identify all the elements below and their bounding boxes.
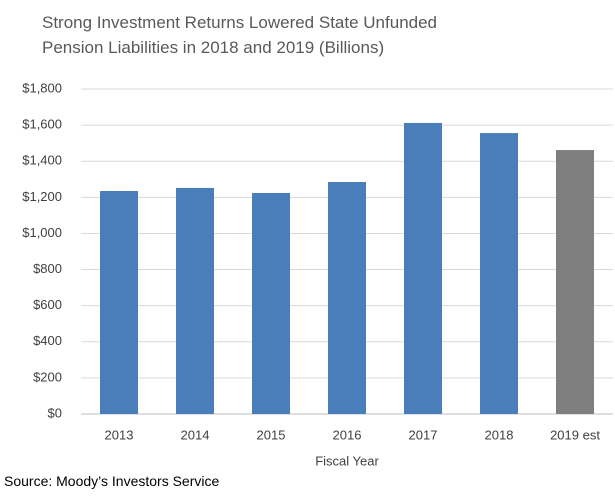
bar: [556, 150, 594, 414]
bar: [252, 193, 290, 414]
x-tick-label: 2014: [181, 427, 210, 442]
bar: [480, 133, 518, 415]
y-tick-label: $1,200: [22, 189, 62, 204]
y-tick-label: $200: [33, 369, 62, 384]
x-tick-label: 2019 est: [550, 427, 600, 442]
y-tick-label: $400: [33, 333, 62, 348]
x-tick-label: 2013: [105, 427, 134, 442]
y-tick-label: $1,000: [22, 225, 62, 240]
x-tick-label: 2016: [333, 427, 362, 442]
chart-title: Strong Investment Returns Lowered State …: [42, 13, 438, 57]
y-tick-label: $1,400: [22, 153, 62, 168]
x-tick-label: 2018: [485, 427, 514, 442]
y-tick-label: $600: [33, 297, 62, 312]
x-axis-label: Fiscal Year: [315, 453, 379, 468]
x-tick-label: 2015: [257, 427, 286, 442]
y-tick-label: $1,600: [22, 117, 62, 132]
bar: [328, 181, 366, 414]
bar: [100, 191, 138, 414]
y-tick-label: $800: [33, 261, 62, 276]
bar: [404, 122, 442, 414]
bar: [176, 187, 214, 414]
y-tick-label: $1,800: [22, 80, 62, 95]
source-note: Source: Moody’s Investors Service: [4, 473, 220, 489]
y-tick-label: $0: [48, 405, 62, 420]
x-tick-label: 2017: [409, 427, 438, 442]
